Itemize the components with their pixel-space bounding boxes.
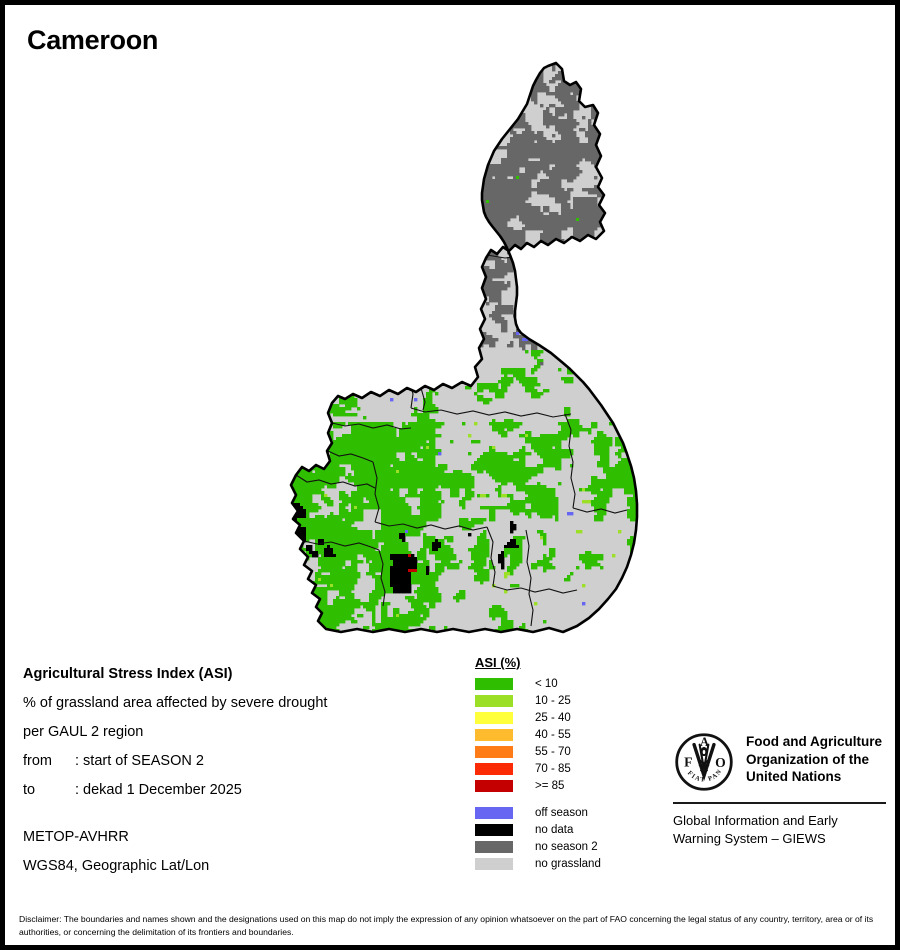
legend-title: ASI (%) xyxy=(475,655,521,670)
legend-swatch-icon xyxy=(475,745,513,758)
info-block: Agricultural Stress Index (ASI) % of gra… xyxy=(23,660,453,881)
legend-item--10[interactable]: < 10 xyxy=(473,675,673,692)
legend-swatch-icon xyxy=(475,806,513,819)
legend-swatch-icon xyxy=(475,762,513,775)
legend-item-no-data[interactable]: no data xyxy=(473,821,673,838)
cameroon-map[interactable] xyxy=(5,50,900,635)
map-raster-layer xyxy=(291,63,637,632)
legend-swatch-icon xyxy=(475,677,513,690)
fao-emblem-icon: F A O FIAT PANIS xyxy=(673,731,733,791)
legend-item-25-40[interactable]: 25 - 40 xyxy=(473,709,673,726)
legend-item-off-season[interactable]: off season xyxy=(473,804,673,821)
legend-label: 55 - 70 xyxy=(535,745,571,758)
disclaimer-text: Disclaimer: The boundaries and names sho… xyxy=(19,914,874,937)
country-outline xyxy=(289,61,639,634)
legend-label: >= 85 xyxy=(535,779,565,792)
admin-boundary xyxy=(295,474,376,489)
legend-item-70-85[interactable]: 70 - 85 xyxy=(473,760,673,777)
admin-boundary xyxy=(331,422,412,430)
giews-line-2: Warning System – GIEWS xyxy=(673,831,826,846)
legend-label: 10 - 25 xyxy=(535,694,571,707)
legend-swatch-icon xyxy=(475,728,513,741)
legend-status-list: off season no data no season 2 no grassland xyxy=(473,804,673,872)
info-period-from: from : start of SEASON 2 xyxy=(23,747,453,776)
admin-boundary xyxy=(396,311,476,351)
legend-label: no grassland xyxy=(535,857,601,870)
admin-boundary xyxy=(374,521,488,531)
legend-swatch-icon xyxy=(475,823,513,836)
legend-swatch-icon xyxy=(475,694,513,707)
fao-org-line-2: Organization of the xyxy=(746,751,869,767)
fao-org-line-1: Food and Agriculture xyxy=(746,734,882,749)
admin-boundary xyxy=(572,507,628,514)
admin-boundary xyxy=(303,540,380,551)
giews-name: Global Information and Early Warning Sys… xyxy=(673,812,888,848)
info-subtitle: % of grassland area affected by severe d… xyxy=(23,695,328,711)
legend-item-no-grassland[interactable]: no grassland xyxy=(473,855,673,872)
legend-label: no season 2 xyxy=(535,840,598,853)
admin-boundary xyxy=(372,461,380,523)
info-heading: Agricultural Stress Index (ASI) xyxy=(23,666,233,682)
legend-label: no data xyxy=(535,823,574,836)
legend-label: off season xyxy=(535,806,588,819)
legend-label: 70 - 85 xyxy=(535,762,571,775)
legend-swatch-icon xyxy=(475,840,513,853)
from-value: : start of SEASON 2 xyxy=(75,753,204,769)
legend-item-10-25[interactable]: 10 - 25 xyxy=(473,692,673,709)
legend: ASI (%) < 10 10 - 25 25 - 40 40 - 55 55 - 70… xyxy=(473,655,673,872)
giews-line-1: Global Information and Early xyxy=(673,813,838,828)
map-canvas xyxy=(5,50,900,635)
admin-boundary xyxy=(525,529,534,627)
admin-boundary xyxy=(470,271,483,326)
from-label: from xyxy=(23,753,52,769)
to-label: to xyxy=(23,782,36,798)
fao-branding: F A O FIAT PANIS Food and Agriculture Or… xyxy=(673,731,888,848)
admin-boundary xyxy=(327,450,374,463)
legend-swatch-icon xyxy=(475,857,513,870)
legend-label: 25 - 40 xyxy=(535,711,571,724)
fao-org-name: Food and Agriculture Organization of the… xyxy=(746,731,882,786)
legend-swatch-icon xyxy=(475,711,513,724)
legend-label: 40 - 55 xyxy=(535,728,571,741)
fao-divider xyxy=(673,802,886,804)
admin-boundary xyxy=(486,526,496,587)
admin-boundary xyxy=(410,407,572,418)
info-spacer xyxy=(23,805,453,823)
fao-org-line-3: United Nations xyxy=(746,769,842,784)
legend-item-no-season-2[interactable]: no season 2 xyxy=(473,838,673,855)
legend-label: < 10 xyxy=(535,677,558,690)
to-value: : dekad 1 December 2025 xyxy=(75,782,242,798)
legend-item-40-55[interactable]: 40 - 55 xyxy=(473,726,673,743)
legend-item--85[interactable]: >= 85 xyxy=(473,777,673,794)
admin-boundary xyxy=(564,413,576,509)
info-projection: WGS84, Geographic Lat/Lon xyxy=(23,858,210,874)
page-title: Cameroon xyxy=(27,25,159,55)
admin-boundary xyxy=(492,585,578,594)
info-region-level: per GAUL 2 region xyxy=(23,724,144,740)
fao-logo-row: F A O FIAT PANIS Food and Agriculture Or… xyxy=(673,731,888,793)
legend-swatch-icon xyxy=(475,779,513,792)
legend-class-list: < 10 10 - 25 25 - 40 40 - 55 55 - 70 70 - 85 >… xyxy=(473,675,673,794)
info-period-to: to : dekad 1 December 2025 xyxy=(23,776,453,805)
admin-boundary xyxy=(378,549,386,607)
legend-item-55-70[interactable]: 55 - 70 xyxy=(473,743,673,760)
info-sensor: METOP-AVHRR xyxy=(23,829,129,845)
